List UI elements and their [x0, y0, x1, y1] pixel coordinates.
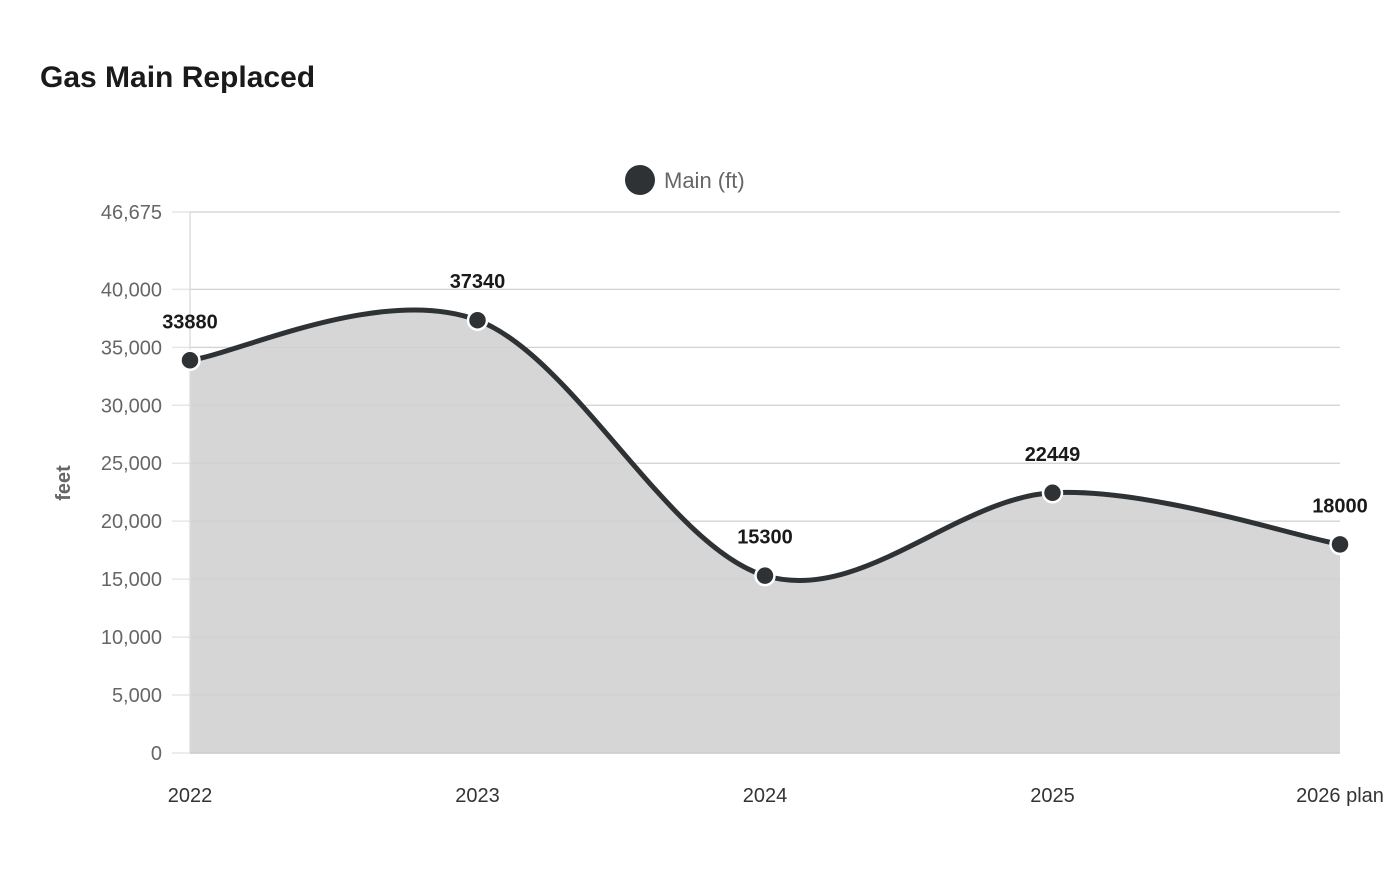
data-label: 15300	[737, 527, 793, 549]
y-tick-label: 30,000	[101, 395, 162, 417]
x-tick-label: 2023	[455, 785, 500, 807]
y-tick-label: 15,000	[101, 569, 162, 591]
x-tick-label: 2025	[1030, 785, 1075, 807]
chart-title: Gas Main Replaced	[40, 61, 316, 94]
data-point[interactable]	[1329, 533, 1351, 556]
data-label: 33880	[162, 311, 218, 333]
area-layer	[190, 211, 1340, 753]
y-tick-label: 46,675	[101, 202, 162, 224]
legend-label[interactable]: Main (ft)	[664, 168, 745, 193]
y-tick-labels: 0 5,000 10,000 15,000 20,000 25,000 30,000 35,0…	[101, 202, 162, 765]
data-label: 22449	[1025, 444, 1081, 466]
data-points	[179, 309, 1351, 587]
data-labels: 33880 37340 15300 22449 18000	[162, 271, 1368, 548]
data-label: 37340	[450, 271, 506, 293]
y-tick-label: 25,000	[101, 453, 162, 475]
x-tick-label: 2026 plan	[1296, 785, 1384, 807]
y-axis-title: feet	[53, 465, 75, 501]
y-tick-label: 20,000	[101, 511, 162, 533]
y-tick-label: 35,000	[101, 337, 162, 359]
data-point[interactable]	[754, 564, 776, 587]
x-tick-labels: 2022 2023 2024 2025 2026 plan	[168, 785, 1384, 807]
legend-marker[interactable]	[625, 165, 655, 195]
data-label: 18000	[1312, 495, 1368, 517]
data-point[interactable]	[179, 349, 201, 372]
legend[interactable]: Main (ft)	[625, 165, 745, 195]
y-tick-label: 0	[151, 743, 162, 765]
x-tick-label: 2022	[168, 785, 213, 807]
data-point[interactable]	[1041, 482, 1064, 504]
axes	[189, 212, 1340, 754]
y-tick-label: 5,000	[112, 685, 162, 707]
y-tick-label: 10,000	[101, 627, 162, 649]
y-tick-label: 40,000	[101, 279, 162, 301]
data-point[interactable]	[466, 309, 489, 331]
series-area	[190, 309, 1340, 753]
x-tick-label: 2024	[743, 785, 788, 807]
